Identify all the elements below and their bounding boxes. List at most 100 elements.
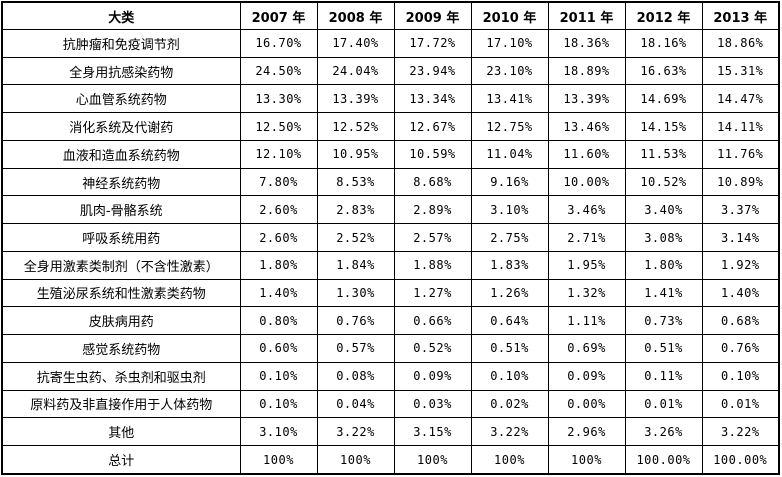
category-cell: 皮肤病用药 <box>1 306 241 336</box>
column-header-category: 大类 <box>1 1 241 30</box>
category-cell: 血液和造血系统药物 <box>1 139 241 169</box>
value-cell: 1.41% <box>624 278 703 308</box>
value-cell: 18.89% <box>547 56 626 86</box>
category-cell: 抗肿瘤和免疫调节剂 <box>1 29 241 58</box>
column-header-year: 2009 年 <box>393 1 472 30</box>
table-row: 全身用激素类制剂（不含性激素） 1.80% 1.84% 1.88% 1.83% 1.95%… <box>1 250 780 280</box>
table-row: 肌肉-骨骼系统 2.60% 2.83% 2.89% 3.10% 3.46% 3.40% 3.3… <box>1 195 780 225</box>
value-cell: 1.84% <box>316 250 395 280</box>
value-cell: 0.08% <box>316 361 395 391</box>
category-cell: 肌肉-骨骼系统 <box>1 195 241 225</box>
value-cell: 18.86% <box>701 29 780 58</box>
value-cell: 8.53% <box>316 167 395 197</box>
table-row: 抗寄生虫药、杀虫剂和驱虫剂 0.10% 0.08% 0.09% 0.10% 0.09% 0.… <box>1 361 780 391</box>
table-row: 总计 100% 100% 100% 100% 100% 100.00% 100.00% <box>1 445 780 475</box>
value-cell: 10.89% <box>701 167 780 197</box>
category-cell: 原料药及非直接作用于人体药物 <box>1 389 241 419</box>
value-cell: 2.75% <box>470 223 549 252</box>
value-cell: 3.40% <box>624 195 703 225</box>
value-cell: 0.09% <box>547 361 626 391</box>
value-cell: 2.52% <box>316 223 395 252</box>
value-cell: 1.40% <box>239 278 318 308</box>
table-row: 抗肿瘤和免疫调节剂 16.70% 17.40% 17.72% 17.10% 18.36% 1… <box>1 29 780 58</box>
value-cell: 9.16% <box>470 167 549 197</box>
table-row: 感觉系统药物 0.60% 0.57% 0.52% 0.51% 0.69% 0.51% 0.76… <box>1 334 780 363</box>
value-cell: 3.15% <box>393 417 472 447</box>
value-cell: 100% <box>316 445 395 475</box>
table-row: 生殖泌尿系统和性激素类药物 1.40% 1.30% 1.27% 1.26% 1.32% 1.… <box>1 278 780 308</box>
value-cell: 0.76% <box>701 334 780 363</box>
value-cell: 11.04% <box>470 139 549 169</box>
value-cell: 3.10% <box>239 417 318 447</box>
value-cell: 1.32% <box>547 278 626 308</box>
value-cell: 12.10% <box>239 139 318 169</box>
value-cell: 100% <box>393 445 472 475</box>
value-cell: 0.04% <box>316 389 395 419</box>
table-row: 消化系统及代谢药 12.50% 12.52% 12.67% 12.75% 13.46% 14… <box>1 112 780 141</box>
value-cell: 13.39% <box>547 84 626 114</box>
column-header-year: 2008 年 <box>316 1 395 30</box>
table-row: 心血管系统药物 13.30% 13.39% 13.34% 13.41% 13.39% 14.… <box>1 84 780 114</box>
value-cell: 18.16% <box>624 29 703 58</box>
value-cell: 11.76% <box>701 139 780 169</box>
value-cell: 0.51% <box>470 334 549 363</box>
value-cell: 0.80% <box>239 306 318 336</box>
table-row: 原料药及非直接作用于人体药物 0.10% 0.04% 0.03% 0.02% 0.00% 0… <box>1 389 780 419</box>
value-cell: 2.60% <box>239 195 318 225</box>
value-cell: 10.95% <box>316 139 395 169</box>
value-cell: 23.10% <box>470 56 549 86</box>
column-header-year: 2010 年 <box>470 1 549 30</box>
value-cell: 2.89% <box>393 195 472 225</box>
value-cell: 0.51% <box>624 334 703 363</box>
value-cell: 11.53% <box>624 139 703 169</box>
value-cell: 18.36% <box>547 29 626 58</box>
table-body: 抗肿瘤和免疫调节剂 16.70% 17.40% 17.72% 17.10% 18.36% 1… <box>1 29 780 475</box>
value-cell: 12.75% <box>470 112 549 141</box>
value-cell: 100% <box>470 445 549 475</box>
value-cell: 0.52% <box>393 334 472 363</box>
value-cell: 100.00% <box>701 445 780 475</box>
value-cell: 3.22% <box>316 417 395 447</box>
value-cell: 12.67% <box>393 112 472 141</box>
header-row: 大类 2007 年 2008 年 2009 年 2010 年 2011 年 2012 年 20… <box>1 1 780 30</box>
value-cell: 12.50% <box>239 112 318 141</box>
category-cell: 心血管系统药物 <box>1 84 241 114</box>
value-cell: 13.34% <box>393 84 472 114</box>
column-header-year: 2013 年 <box>701 1 780 30</box>
value-cell: 2.57% <box>393 223 472 252</box>
value-cell: 0.10% <box>239 389 318 419</box>
value-cell: 10.52% <box>624 167 703 197</box>
value-cell: 13.39% <box>316 84 395 114</box>
value-cell: 1.83% <box>470 250 549 280</box>
value-cell: 0.03% <box>393 389 472 419</box>
value-cell: 3.14% <box>701 223 780 252</box>
value-cell: 15.31% <box>701 56 780 86</box>
value-cell: 3.37% <box>701 195 780 225</box>
category-cell: 其他 <box>1 417 241 447</box>
category-cell: 感觉系统药物 <box>1 334 241 363</box>
value-cell: 0.73% <box>624 306 703 336</box>
value-cell: 0.76% <box>316 306 395 336</box>
value-cell: 0.01% <box>701 389 780 419</box>
value-cell: 2.60% <box>239 223 318 252</box>
value-cell: 8.68% <box>393 167 472 197</box>
value-cell: 0.10% <box>470 361 549 391</box>
table-row: 呼吸系统用药 2.60% 2.52% 2.57% 2.75% 2.71% 3.08% 3.14… <box>1 223 780 252</box>
category-cell: 生殖泌尿系统和性激素类药物 <box>1 278 241 308</box>
value-cell: 16.70% <box>239 29 318 58</box>
category-cell: 呼吸系统用药 <box>1 223 241 252</box>
column-header-year: 2011 年 <box>547 1 626 30</box>
value-cell: 0.66% <box>393 306 472 336</box>
table-row: 神经系统药物 7.80% 8.53% 8.68% 9.16% 10.00% 10.52% 10… <box>1 167 780 197</box>
value-cell: 100.00% <box>624 445 703 475</box>
value-cell: 0.60% <box>239 334 318 363</box>
value-cell: 0.09% <box>393 361 472 391</box>
value-cell: 13.41% <box>470 84 549 114</box>
column-header-year: 2012 年 <box>624 1 703 30</box>
value-cell: 0.68% <box>701 306 780 336</box>
value-cell: 0.10% <box>239 361 318 391</box>
value-cell: 1.30% <box>316 278 395 308</box>
value-cell: 0.69% <box>547 334 626 363</box>
value-cell: 1.11% <box>547 306 626 336</box>
value-cell: 3.46% <box>547 195 626 225</box>
